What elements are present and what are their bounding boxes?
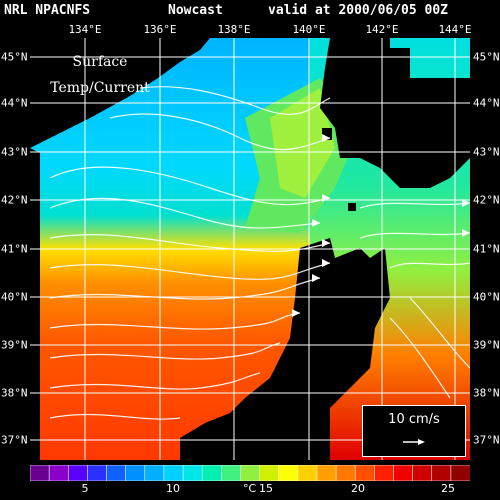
colorbar-swatch (297, 465, 318, 481)
lon-label: 134°E (68, 23, 102, 36)
colorbar-swatch (48, 465, 70, 481)
colorbar-swatch (259, 465, 280, 481)
lon-label: 140°E (292, 23, 326, 36)
lat-label-right: 37°N (473, 433, 500, 447)
land-mask (30, 38, 470, 460)
lat-label-right: 38°N (473, 386, 500, 400)
colorbar-swatch (393, 465, 414, 481)
colorbar-swatch (221, 465, 242, 481)
lat-label-right: 39°N (473, 338, 500, 352)
map-title-line1: Surface (72, 54, 128, 70)
scale-arrow-icon (403, 439, 425, 445)
lat-label-left: 40°N (1, 290, 28, 304)
colorbar-swatch (335, 465, 357, 481)
colorbar-swatch (106, 465, 127, 481)
colorbar-swatch (67, 465, 89, 481)
lon-label: 144°E (438, 23, 472, 36)
colorbar-swatch (316, 465, 337, 481)
colorbar-swatch (354, 465, 376, 481)
product-label: Nowcast (168, 3, 223, 18)
colorbar-swatch (163, 465, 184, 481)
colorbar-swatch (431, 465, 452, 481)
colorbar-tick: 10 (166, 482, 180, 495)
source-label: NRL NPACNFS (4, 3, 91, 18)
lat-label-right: 44°N (473, 96, 500, 110)
lat-label-right: 42°N (473, 193, 500, 207)
lat-label-right: 43°N (473, 145, 500, 159)
colorbar-swatch (201, 465, 223, 481)
current-streamlines (49, 86, 470, 420)
colorbar-tick: 15 (259, 482, 273, 495)
lon-label: 136°E (143, 23, 177, 36)
lat-label-left: 38°N (1, 386, 28, 400)
lat-label-left: 41°N (1, 242, 28, 256)
lat-label-left: 44°N (1, 96, 28, 110)
lat-label-left: 37°N (1, 433, 28, 447)
scale-label: 10 cm/s (388, 412, 440, 427)
lon-label: 142°E (365, 23, 399, 36)
map-title-line2: Temp/Current (50, 80, 150, 96)
colorbar-swatch (182, 465, 203, 481)
lat-label-right: 45°N (473, 50, 500, 64)
colorbar-tick: 25 (441, 482, 455, 495)
colorbar-swatch (87, 465, 108, 481)
coastal-warm-band (270, 88, 335, 198)
colorbar-swatch (450, 465, 470, 481)
current-arrowheads (292, 134, 470, 317)
lat-label-left: 39°N (1, 338, 28, 352)
lon-label: 138°E (217, 23, 251, 36)
lat-label-left: 45°N (1, 50, 28, 64)
temperature-current-map (30, 38, 470, 460)
lat-label-right: 41°N (473, 242, 500, 256)
colorbar-unit: °C (243, 482, 257, 495)
colorbar-tick: 20 (351, 482, 365, 495)
colorbar-swatch (30, 465, 50, 481)
colorbar-swatch (278, 465, 299, 481)
colorbar-tick: 5 (81, 482, 89, 495)
lat-label-left: 42°N (1, 193, 28, 207)
lat-label-left: 43°N (1, 145, 28, 159)
temperature-colorbar (30, 465, 470, 481)
valid-time-label: valid at 2000/06/05 00Z (268, 3, 449, 18)
graticule (30, 38, 470, 460)
colorbar-swatch (412, 465, 433, 481)
lat-label-right: 40°N (473, 290, 500, 304)
colorbar-swatch (374, 465, 395, 481)
vector-scale-legend: 10 cm/s (362, 405, 466, 457)
colorbar-swatch (240, 465, 261, 481)
colorbar-swatch (125, 465, 146, 481)
colorbar-swatch (144, 465, 165, 481)
